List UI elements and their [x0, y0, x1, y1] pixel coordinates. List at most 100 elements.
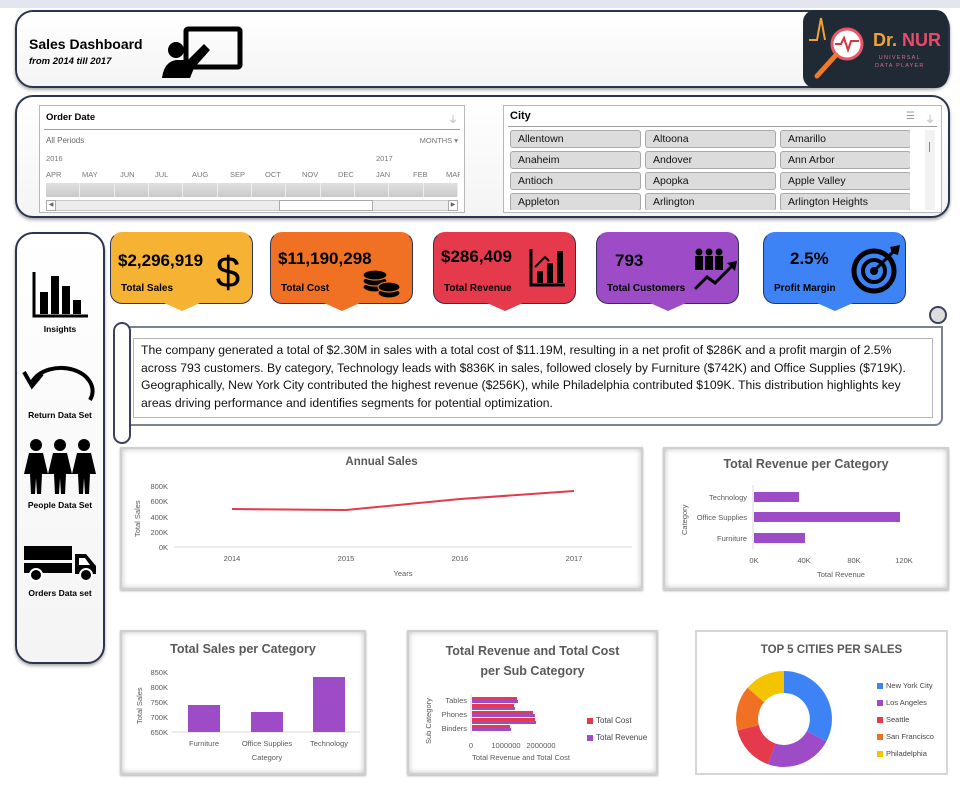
svg-text:Years: Years [394, 569, 413, 578]
nav-orders-data-set[interactable]: Orders Data set [17, 544, 103, 598]
window-top-strip [0, 0, 960, 8]
svg-text:800K: 800K [150, 482, 168, 491]
kpi-value: $11,190,298 [278, 249, 372, 268]
kpi-label: Total Customers [607, 283, 686, 294]
scroll-thumb[interactable] [279, 200, 373, 211]
svg-text:600K: 600K [150, 497, 168, 506]
city-slicer[interactable]: City ☰ ⏚ Allentown Altoona Amarillo Anah… [503, 105, 942, 213]
dollar-icon: $ [216, 248, 240, 295]
insight-text: The company generated a total of $2.30M … [133, 338, 933, 418]
city-item[interactable]: Ann Arbor [780, 151, 910, 169]
filters-panel: Order Date ⏚ All Periods MONTHS ▾ 2016 2… [15, 95, 950, 218]
svg-text:Tables: Tables [445, 696, 467, 705]
magnifier-pulse-icon [809, 17, 864, 79]
svg-text:850K: 850K [150, 668, 168, 677]
svg-text:Technology: Technology [310, 739, 348, 748]
nav-people-data-set[interactable]: People Data Set [17, 438, 103, 510]
line-chart-plot: Total Sales 800K 600K 400K 200K 0K 2014 … [133, 482, 632, 578]
target-icon [851, 245, 900, 294]
timeline-month: OCT [265, 170, 281, 179]
order-date-timeline[interactable]: Order Date ⏚ All Periods MONTHS ▾ 2016 2… [39, 105, 465, 213]
undo-arrow-icon [22, 365, 95, 401]
svg-text:2000000: 2000000 [526, 741, 555, 750]
timeline-month: NOV [302, 170, 319, 179]
scroll-right-button[interactable]: ▶ [448, 200, 458, 211]
kpi-total-sales: $2,296,919 Total Sales $ [110, 232, 253, 311]
nav-label: People Data Set [27, 500, 93, 510]
coins-icon [362, 269, 401, 299]
growth-chart-icon [529, 249, 565, 287]
timeline-month: APR [46, 170, 62, 179]
svg-text:Sub Category: Sub Category [424, 698, 433, 744]
kpi-value: $2,296,919 [118, 251, 204, 270]
legend-item: Los Angeles [877, 694, 934, 711]
svg-text:0: 0 [469, 741, 473, 750]
svg-text:Binders: Binders [442, 724, 468, 733]
city-item[interactable]: Allentown [510, 130, 641, 148]
kpi-profit-margin: 2.5% Profit Margin [763, 232, 906, 311]
city-item[interactable]: Appleton [510, 193, 641, 210]
scroll-curl-left [113, 322, 131, 444]
clear-filter-icon[interactable]: ⏚ [448, 115, 458, 126]
svg-text:800K: 800K [150, 683, 168, 692]
timeline-month: JUL [155, 170, 169, 179]
city-slicer-title: City [510, 110, 531, 122]
annual-sales-chart: Annual Sales Total Sales 800K 600K 400K … [120, 447, 643, 590]
customers-growth-icon [693, 248, 737, 291]
divider [44, 129, 460, 130]
svg-text:Furniture: Furniture [717, 534, 747, 543]
scroll-body [117, 326, 943, 426]
truck-icon [24, 546, 96, 582]
clear-filter-icon[interactable]: ⏚ [925, 115, 935, 126]
svg-text:0K: 0K [749, 556, 758, 565]
timeline-period-bar[interactable] [46, 183, 458, 197]
column-chart-plot: Total Sales 850K 800K 750K 700K 650K Fur… [135, 668, 360, 762]
city-item[interactable]: Arlington Heights [780, 193, 910, 210]
city-item[interactable]: Amarillo [780, 130, 910, 148]
city-item[interactable]: Anaheim [510, 151, 641, 169]
svg-text:40K: 40K [797, 556, 810, 565]
city-item[interactable]: Apopka [645, 172, 776, 190]
city-scrollbar[interactable] [925, 130, 935, 210]
side-nav: Insights Return Data Set People Data Set… [15, 232, 105, 664]
bar-chart-icon [32, 272, 88, 318]
city-item[interactable]: Altoona [645, 130, 776, 148]
revenue-cost-subcategory-chart: Total Revenue and Total Cost per Sub Cate… [407, 630, 658, 775]
legend-item: Total Revenue [587, 729, 647, 746]
svg-text:80K: 80K [847, 556, 860, 565]
svg-text:Total Revenue: Total Revenue [817, 570, 865, 579]
city-item[interactable]: Andover [645, 151, 776, 169]
timeline-scrollbar[interactable]: ◀ ▶ [46, 200, 458, 211]
nav-label: Orders Data set [28, 588, 92, 598]
city-item[interactable]: Arlington [645, 193, 776, 210]
insight-scroll: The company generated a total of $2.30M … [113, 306, 947, 444]
scroll-left-button[interactable]: ◀ [46, 200, 56, 211]
kpi-label: Total Sales [121, 283, 174, 294]
city-list: Allentown Altoona Amarillo Anaheim Andov… [510, 130, 910, 210]
timeline-month: MAR [446, 170, 460, 179]
nav-insights[interactable]: Insights [17, 270, 103, 334]
timeline-month: MAY [82, 170, 98, 179]
timeline-granularity-dropdown[interactable]: MONTHS ▾ [419, 136, 458, 145]
city-item[interactable]: Apple Valley [780, 172, 910, 190]
timeline-month: FEB [413, 170, 428, 179]
timeline-year-label: 2017 [376, 154, 393, 163]
svg-text:Category: Category [252, 753, 283, 762]
timeline-month: AUG [192, 170, 209, 179]
timeline-year-label: 2016 [46, 154, 63, 163]
multi-select-icon[interactable]: ☰ [906, 111, 915, 122]
logo-tagline: UNIVERSAL DATA PLAYER [875, 55, 925, 69]
kpi-value: $286,409 [441, 247, 512, 266]
nav-label: Return Data Set [28, 410, 92, 420]
presentation-icon [162, 26, 243, 78]
legend-item: San Francisco [877, 728, 934, 745]
nav-return-data-set[interactable]: Return Data Set [17, 356, 103, 420]
city-item[interactable]: Antioch [510, 172, 641, 190]
svg-text:2014: 2014 [224, 554, 241, 563]
timeline-month: DEC [338, 170, 354, 179]
nav-label: Insights [43, 324, 77, 334]
svg-text:0K: 0K [159, 543, 168, 552]
svg-text:750K: 750K [150, 698, 168, 707]
top-cities-donut-chart: TOP 5 CITIES PER SALES New York City Los… [695, 630, 948, 775]
svg-text:$: $ [216, 248, 240, 295]
